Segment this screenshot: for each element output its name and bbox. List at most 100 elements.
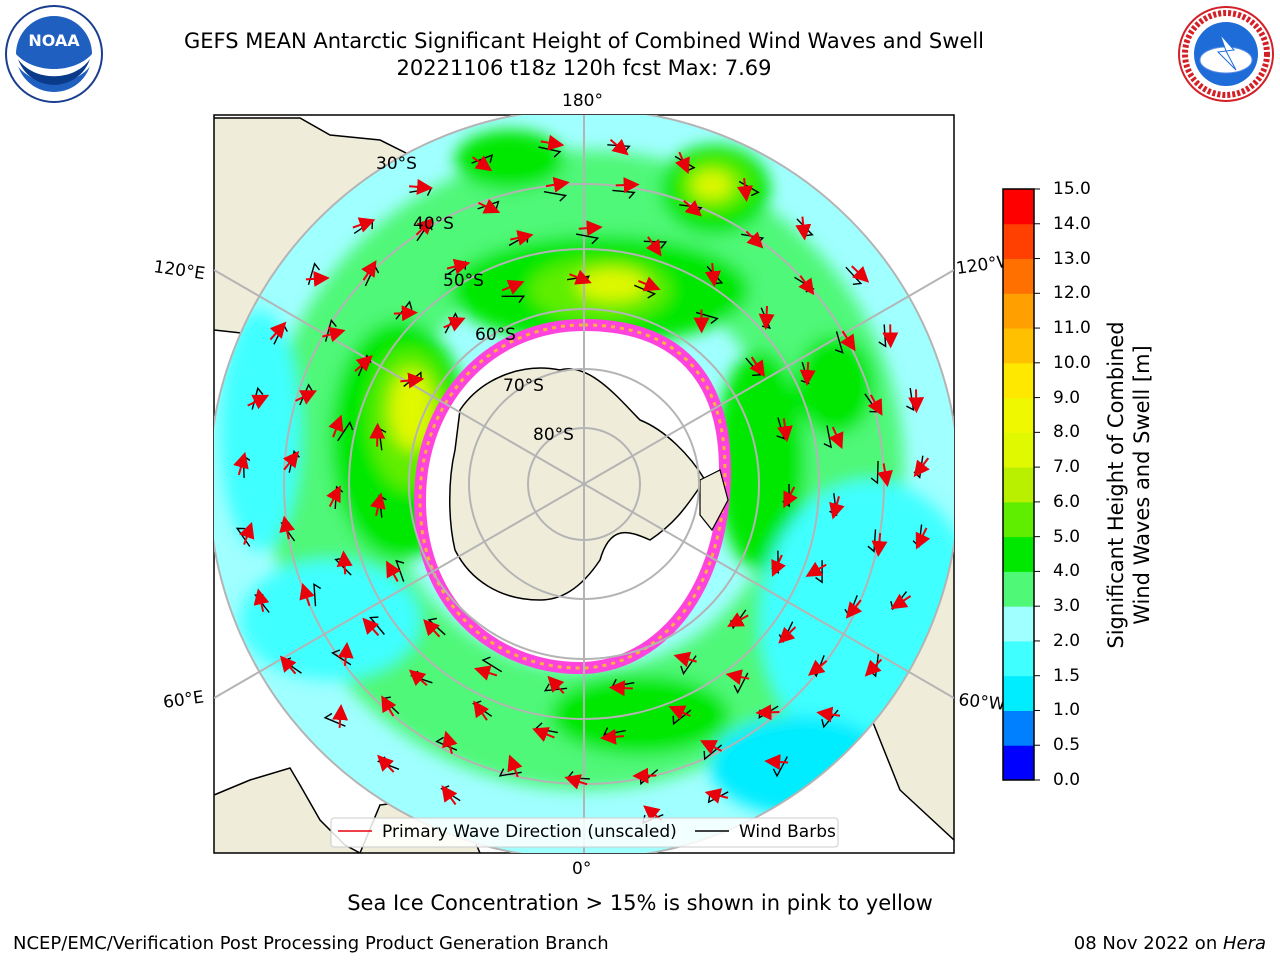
colorbar-band [1003, 397, 1034, 433]
colorbar-band [1003, 189, 1034, 225]
wave-direction-arrow [737, 177, 753, 202]
colorbar-tick-label: 4.0 [1053, 561, 1081, 582]
wave-direction-arrow [400, 372, 425, 389]
wave-direction-arrow [877, 463, 893, 488]
wave-direction-arrow [369, 422, 386, 447]
colorbar-band [1003, 258, 1034, 294]
lat-label-40s: 40°S [413, 214, 454, 234]
map-legend: Primary Wave Direction (unscaled) Wind B… [330, 817, 839, 848]
wave-direction-arrow [795, 216, 812, 241]
wave-direction-arrow [326, 485, 341, 508]
noaa-logo-text: NOAA [28, 31, 80, 50]
wave-direction-arrow [269, 321, 287, 341]
wind-barb [733, 672, 749, 694]
date-string: 08 Nov 2022 on [1073, 933, 1223, 954]
wave-direction-arrow [569, 269, 592, 285]
wave-direction-arrow [282, 450, 300, 471]
wave-direction-arrow [840, 330, 856, 352]
wave-direction-arrow [805, 561, 827, 577]
wave-direction-arrow [807, 659, 828, 676]
wave-direction-arrow [683, 199, 702, 217]
colorbar-band [1003, 501, 1034, 538]
wind-barb [307, 262, 321, 285]
colorbar-band [1003, 328, 1034, 364]
colorbar-tick-label: 7.0 [1053, 457, 1081, 478]
legend-barb-label: Wind Barbs [739, 822, 836, 842]
wave-direction-arrow [441, 785, 458, 806]
wave-direction-arrow [381, 695, 397, 717]
colorbar-tick-label: 14.0 [1053, 213, 1091, 234]
wave-direction-arrow [783, 486, 798, 509]
colorbar-band [1003, 640, 1034, 677]
colorbar-band [1003, 467, 1034, 503]
colorbar-tick-label: 12.0 [1053, 283, 1091, 304]
wave-direction-arrow [547, 675, 565, 694]
title-line-2: 20221106 t18z 120h fcst Max: 7.69 [396, 56, 772, 80]
wave-direction-arrow [545, 176, 570, 193]
wave-direction-arrow [745, 230, 764, 249]
colorbar-tick-label: 1.0 [1053, 700, 1081, 721]
wave-direction-arrow [705, 263, 721, 288]
title-line-1: GEFS MEAN Antarctic Significant Height o… [183, 29, 985, 53]
colorbar-band [1003, 432, 1034, 468]
colorbar-tick-label: 10.0 [1053, 352, 1091, 373]
colorbar-tick-label: 5.0 [1053, 526, 1081, 547]
lon-label-top: 180° [562, 91, 603, 111]
wave-direction-arrow [915, 527, 931, 550]
lat-label-80s: 80°S [533, 425, 574, 445]
wave-direction-arrow [608, 680, 633, 697]
wave-direction-arrow [778, 626, 797, 644]
wave-direction-arrow [829, 496, 845, 520]
wave-direction-arrow [578, 220, 603, 237]
colorbar [1003, 188, 1040, 781]
colorbar-band [1003, 223, 1034, 260]
wave-direction-arrow [867, 394, 883, 416]
colorbar-tick-label: 1.5 [1053, 665, 1081, 686]
wave-direction-arrow [675, 151, 690, 175]
lon-label-lower-right: 60°W [957, 690, 1006, 715]
wave-direction-arrow [477, 198, 501, 214]
antarctica-land [449, 367, 706, 601]
wave-direction-arrow [295, 390, 317, 405]
wave-direction-arrow [328, 414, 344, 438]
colorbar-band [1003, 606, 1034, 642]
wave-direction-arrow [609, 138, 629, 156]
colorbar-band [1003, 675, 1034, 711]
wave-direction-arrow [352, 217, 376, 233]
lat-label-50s: 50°S [443, 271, 484, 291]
wave-direction-arrow [332, 704, 349, 728]
credit-text: NCEP/EMC/Verification Post Processing Pr… [13, 933, 609, 954]
wave-direction-arrow [336, 550, 353, 575]
colorbar-tick-label: 6.0 [1053, 491, 1081, 512]
wave-direction-arrow [704, 788, 729, 804]
wave-direction-arrow [377, 754, 395, 773]
wave-direction-arrow [673, 651, 697, 668]
wind-barb [337, 420, 354, 442]
wave-direction-arrow [615, 177, 640, 194]
wave-direction-arrow [764, 753, 789, 770]
colorbar-band [1003, 536, 1034, 572]
wave-direction-arrow [727, 612, 749, 627]
colorbar-tick-label: 3.0 [1053, 596, 1081, 617]
wind-barb [543, 191, 568, 202]
lat-label-70s: 70°S [503, 376, 544, 396]
colorbar-frame [1002, 188, 1035, 781]
colorbar-tick-label: 9.0 [1053, 387, 1081, 408]
wind-barb [680, 655, 697, 676]
wave-direction-arrow [700, 740, 722, 755]
wave-direction-arrow [279, 655, 297, 675]
lat-label-60s: 60°S [475, 325, 516, 345]
wave-direction-arrow [393, 305, 418, 322]
wave-direction-arrow [532, 727, 555, 742]
wave-direction-arrow [599, 728, 624, 745]
colorbar-tick-label: 0.0 [1053, 770, 1081, 790]
wave-direction-arrow [299, 582, 315, 607]
wave-direction-arrow [668, 705, 691, 721]
wind-barb [634, 284, 657, 299]
wave-direction-arrow [755, 704, 780, 721]
wave-direction-arrow [871, 533, 888, 557]
wave-direction-arrow [509, 230, 534, 246]
colorbar-tick-label: 0.5 [1053, 735, 1081, 756]
colorbar-tick-label: 8.0 [1053, 422, 1081, 443]
